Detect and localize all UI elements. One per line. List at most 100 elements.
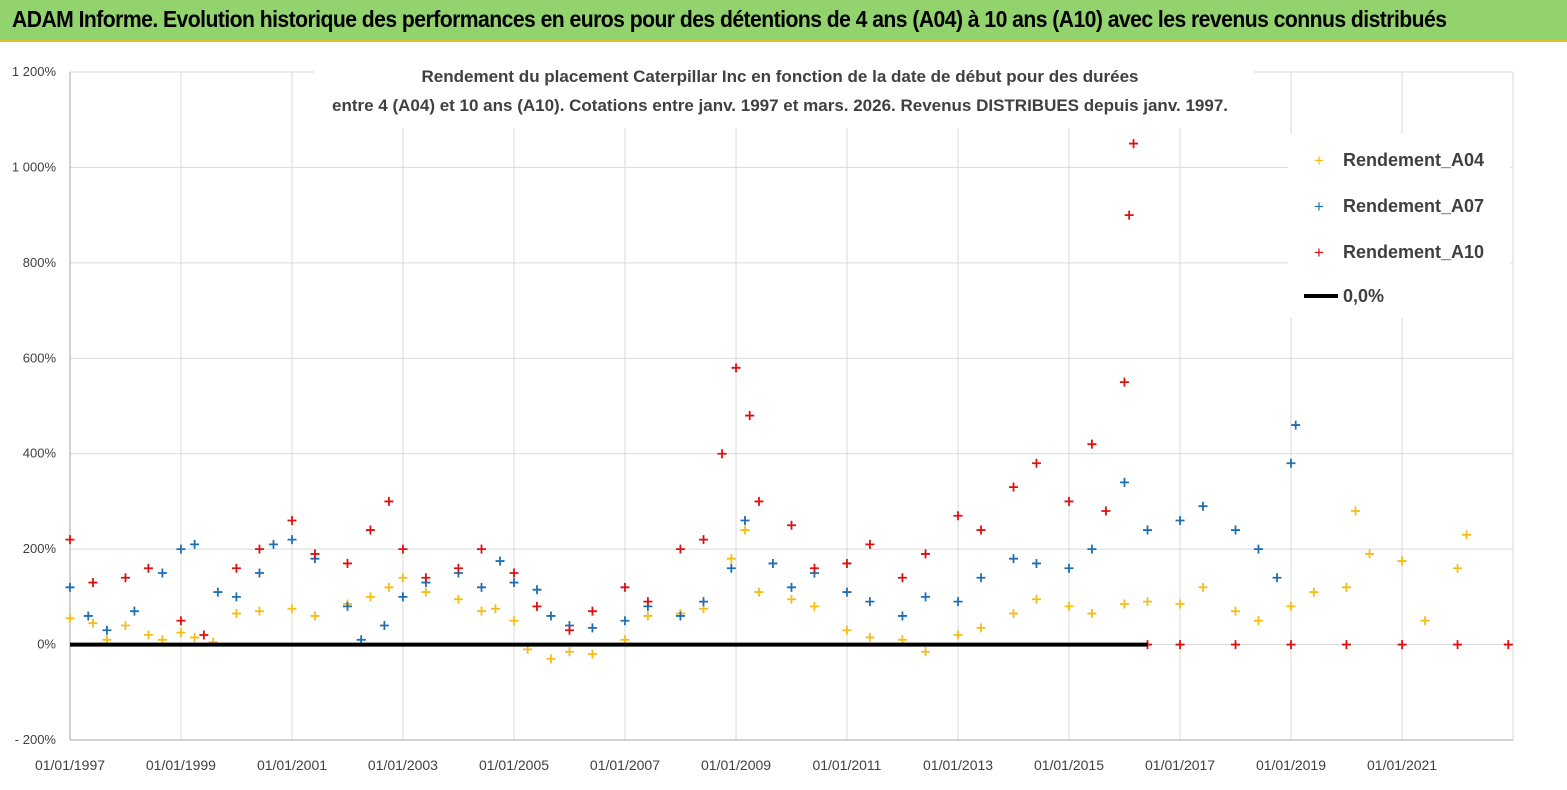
data-point-rendement-a04: [1087, 609, 1097, 619]
data-point-rendement-a10: [787, 520, 796, 530]
data-point-rendement-a04: [754, 587, 764, 597]
y-tick-label: 600%: [23, 350, 57, 365]
data-point-rendement-a07: [398, 592, 408, 602]
data-point-rendement-a07: [1119, 477, 1129, 487]
data-point-rendement-a07: [65, 582, 75, 592]
data-point-rendement-a07: [254, 568, 264, 578]
data-point-rendement-a07: [83, 611, 93, 621]
data-point-rendement-a10: [176, 616, 186, 626]
data-point-rendement-a07: [509, 578, 519, 588]
data-point-rendement-a07: [587, 623, 597, 633]
series-rendement-a10: [65, 139, 1513, 650]
data-point-rendement-a04: [921, 647, 931, 657]
data-point-rendement-a10: [1101, 506, 1111, 516]
legend-label-a04: Rendement_A04: [1343, 150, 1484, 170]
data-point-rendement-a10: [1397, 640, 1407, 650]
x-tick-label: 01/01/2009: [701, 757, 771, 773]
data-series: [65, 139, 1513, 664]
data-point-rendement-a10: [717, 449, 727, 459]
y-tick-label: 200%: [23, 541, 57, 556]
y-tick-label: - 200%: [15, 732, 57, 747]
data-point-rendement-a07: [1286, 458, 1296, 468]
x-tick-label: 01/01/2013: [923, 757, 993, 773]
data-point-rendement-a10: [143, 563, 153, 573]
data-point-rendement-a10: [421, 573, 431, 583]
data-point-rendement-a04: [1175, 599, 1185, 609]
chart-title-line-1: Rendement du placement Caterpillar Inc e…: [422, 67, 1139, 86]
data-point-rendement-a10: [477, 544, 487, 554]
data-point-rendement-a07: [976, 573, 986, 583]
data-point-rendement-a07: [1198, 501, 1208, 511]
data-point-rendement-a10: [745, 411, 755, 421]
data-point-rendement-a04: [254, 606, 264, 616]
data-point-rendement-a04: [740, 525, 750, 535]
data-point-rendement-a04: [787, 594, 796, 604]
data-point-rendement-a04: [1119, 599, 1129, 609]
x-tick-label: 01/01/2001: [257, 757, 327, 773]
legend-label-a07: Rendement_A07: [1343, 196, 1484, 216]
data-point-rendement-a07: [1064, 563, 1074, 573]
data-point-rendement-a10: [1087, 439, 1097, 449]
data-point-rendement-a04: [143, 630, 153, 640]
data-point-rendement-a04: [490, 604, 500, 614]
data-point-rendement-a10: [342, 558, 352, 568]
data-point-rendement-a07: [1031, 558, 1041, 568]
legend-marker-a04: +: [1314, 151, 1324, 170]
data-point-rendement-a07: [953, 597, 963, 607]
data-point-rendement-a10: [1031, 458, 1041, 468]
data-point-rendement-a04: [976, 623, 986, 633]
data-point-rendement-a07: [342, 601, 352, 611]
data-point-rendement-a04: [726, 554, 736, 564]
data-point-rendement-a04: [1253, 616, 1263, 626]
data-point-rendement-a07: [176, 544, 186, 554]
data-point-rendement-a07: [190, 539, 200, 549]
data-point-rendement-a07: [532, 585, 542, 595]
data-point-rendement-a04: [1064, 601, 1074, 611]
data-point-rendement-a04: [865, 632, 875, 642]
data-point-rendement-a10: [1286, 640, 1296, 650]
x-tick-label: 01/01/2021: [1367, 757, 1437, 773]
chart-title-line-2: entre 4 (A04) et 10 ans (A10). Cotations…: [332, 96, 1228, 115]
data-point-rendement-a04: [1351, 506, 1361, 516]
report-banner-title: ADAM Informe. Evolution historique des p…: [12, 6, 1447, 32]
data-point-rendement-a07: [477, 582, 487, 592]
data-point-rendement-a07: [1087, 544, 1097, 554]
data-point-rendement-a04: [384, 582, 394, 592]
data-point-rendement-a07: [1175, 516, 1185, 526]
data-point-rendement-a04: [1420, 616, 1430, 626]
data-point-rendement-a04: [88, 618, 98, 628]
data-point-rendement-a07: [268, 539, 278, 549]
data-point-rendement-a04: [190, 632, 200, 642]
data-point-rendement-a04: [842, 625, 852, 635]
data-point-rendement-a04: [564, 647, 574, 657]
data-point-rendement-a10: [287, 516, 297, 526]
data-point-rendement-a10: [1119, 377, 1129, 387]
data-point-rendement-a07: [129, 606, 139, 616]
axes: [69, 72, 1513, 741]
data-point-rendement-a04: [120, 620, 130, 630]
data-point-rendement-a10: [88, 578, 98, 588]
data-point-rendement-a04: [421, 587, 431, 597]
data-point-rendement-a10: [1175, 640, 1185, 650]
chart-title-box: [314, 58, 1254, 128]
data-point-rendement-a04: [287, 604, 297, 614]
data-point-rendement-a07: [740, 516, 750, 526]
data-point-rendement-a04: [587, 649, 597, 659]
data-point-rendement-a10: [1341, 640, 1351, 650]
data-point-rendement-a04: [398, 573, 408, 583]
data-point-rendement-a04: [1309, 587, 1319, 597]
data-point-rendement-a10: [398, 544, 408, 554]
data-point-rendement-a04: [1453, 563, 1463, 573]
x-axis-tick-labels: 01/01/1997 01/01/1999 01/01/2001 01/01/2003…: [35, 757, 1437, 773]
data-point-rendement-a04: [1009, 609, 1019, 619]
x-tick-label: 01/01/2019: [1256, 757, 1326, 773]
data-point-rendement-a04: [310, 611, 320, 621]
data-point-rendement-a04: [477, 606, 487, 616]
data-point-rendement-a10: [365, 525, 375, 535]
data-point-rendement-a10: [65, 535, 75, 545]
data-point-rendement-a04: [231, 609, 241, 619]
x-tick-label: 01/01/1997: [35, 757, 105, 773]
data-point-rendement-a07: [699, 597, 709, 607]
data-point-rendement-a04: [1231, 606, 1241, 616]
data-point-rendement-a07: [842, 587, 852, 597]
